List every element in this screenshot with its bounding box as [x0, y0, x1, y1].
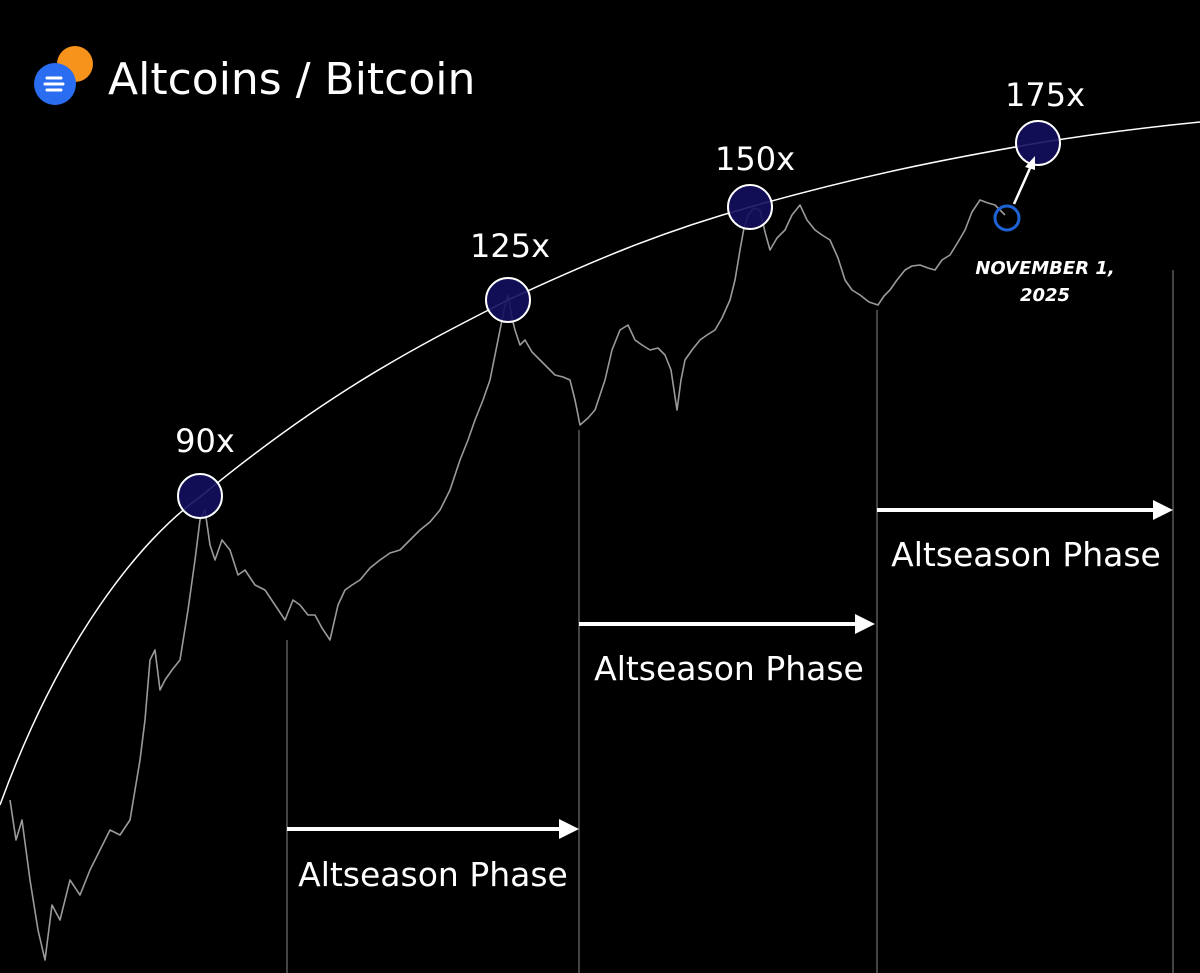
projection-arrow: [1012, 165, 1033, 205]
chart-title: Altcoins / Bitcoin: [108, 54, 475, 105]
peak-marker: [727, 184, 773, 230]
projection-arrow-head: [1025, 156, 1035, 170]
altcoin-icon-glyph: [43, 76, 65, 92]
peak-marker: [1015, 120, 1061, 166]
phase-arrow-head: [559, 819, 579, 839]
peak-marker: [177, 473, 223, 519]
phase-label: Altseason Phase: [891, 535, 1161, 574]
peak-label: 125x: [470, 227, 550, 265]
phase-label: Altseason Phase: [298, 855, 568, 894]
peak-marker: [485, 277, 531, 323]
date-annotation: 2025: [1020, 285, 1070, 306]
current-marker: [993, 204, 1021, 232]
date-annotation: NOVEMBER 1,: [975, 258, 1114, 279]
peak-label: 175x: [1005, 76, 1085, 114]
peak-label: 150x: [715, 140, 795, 178]
price-line: [9, 199, 1006, 961]
phase-arrow-head: [1153, 500, 1173, 520]
phase-label: Altseason Phase: [594, 649, 864, 688]
peak-label: 90x: [175, 422, 235, 460]
phase-arrow-head: [855, 614, 875, 634]
